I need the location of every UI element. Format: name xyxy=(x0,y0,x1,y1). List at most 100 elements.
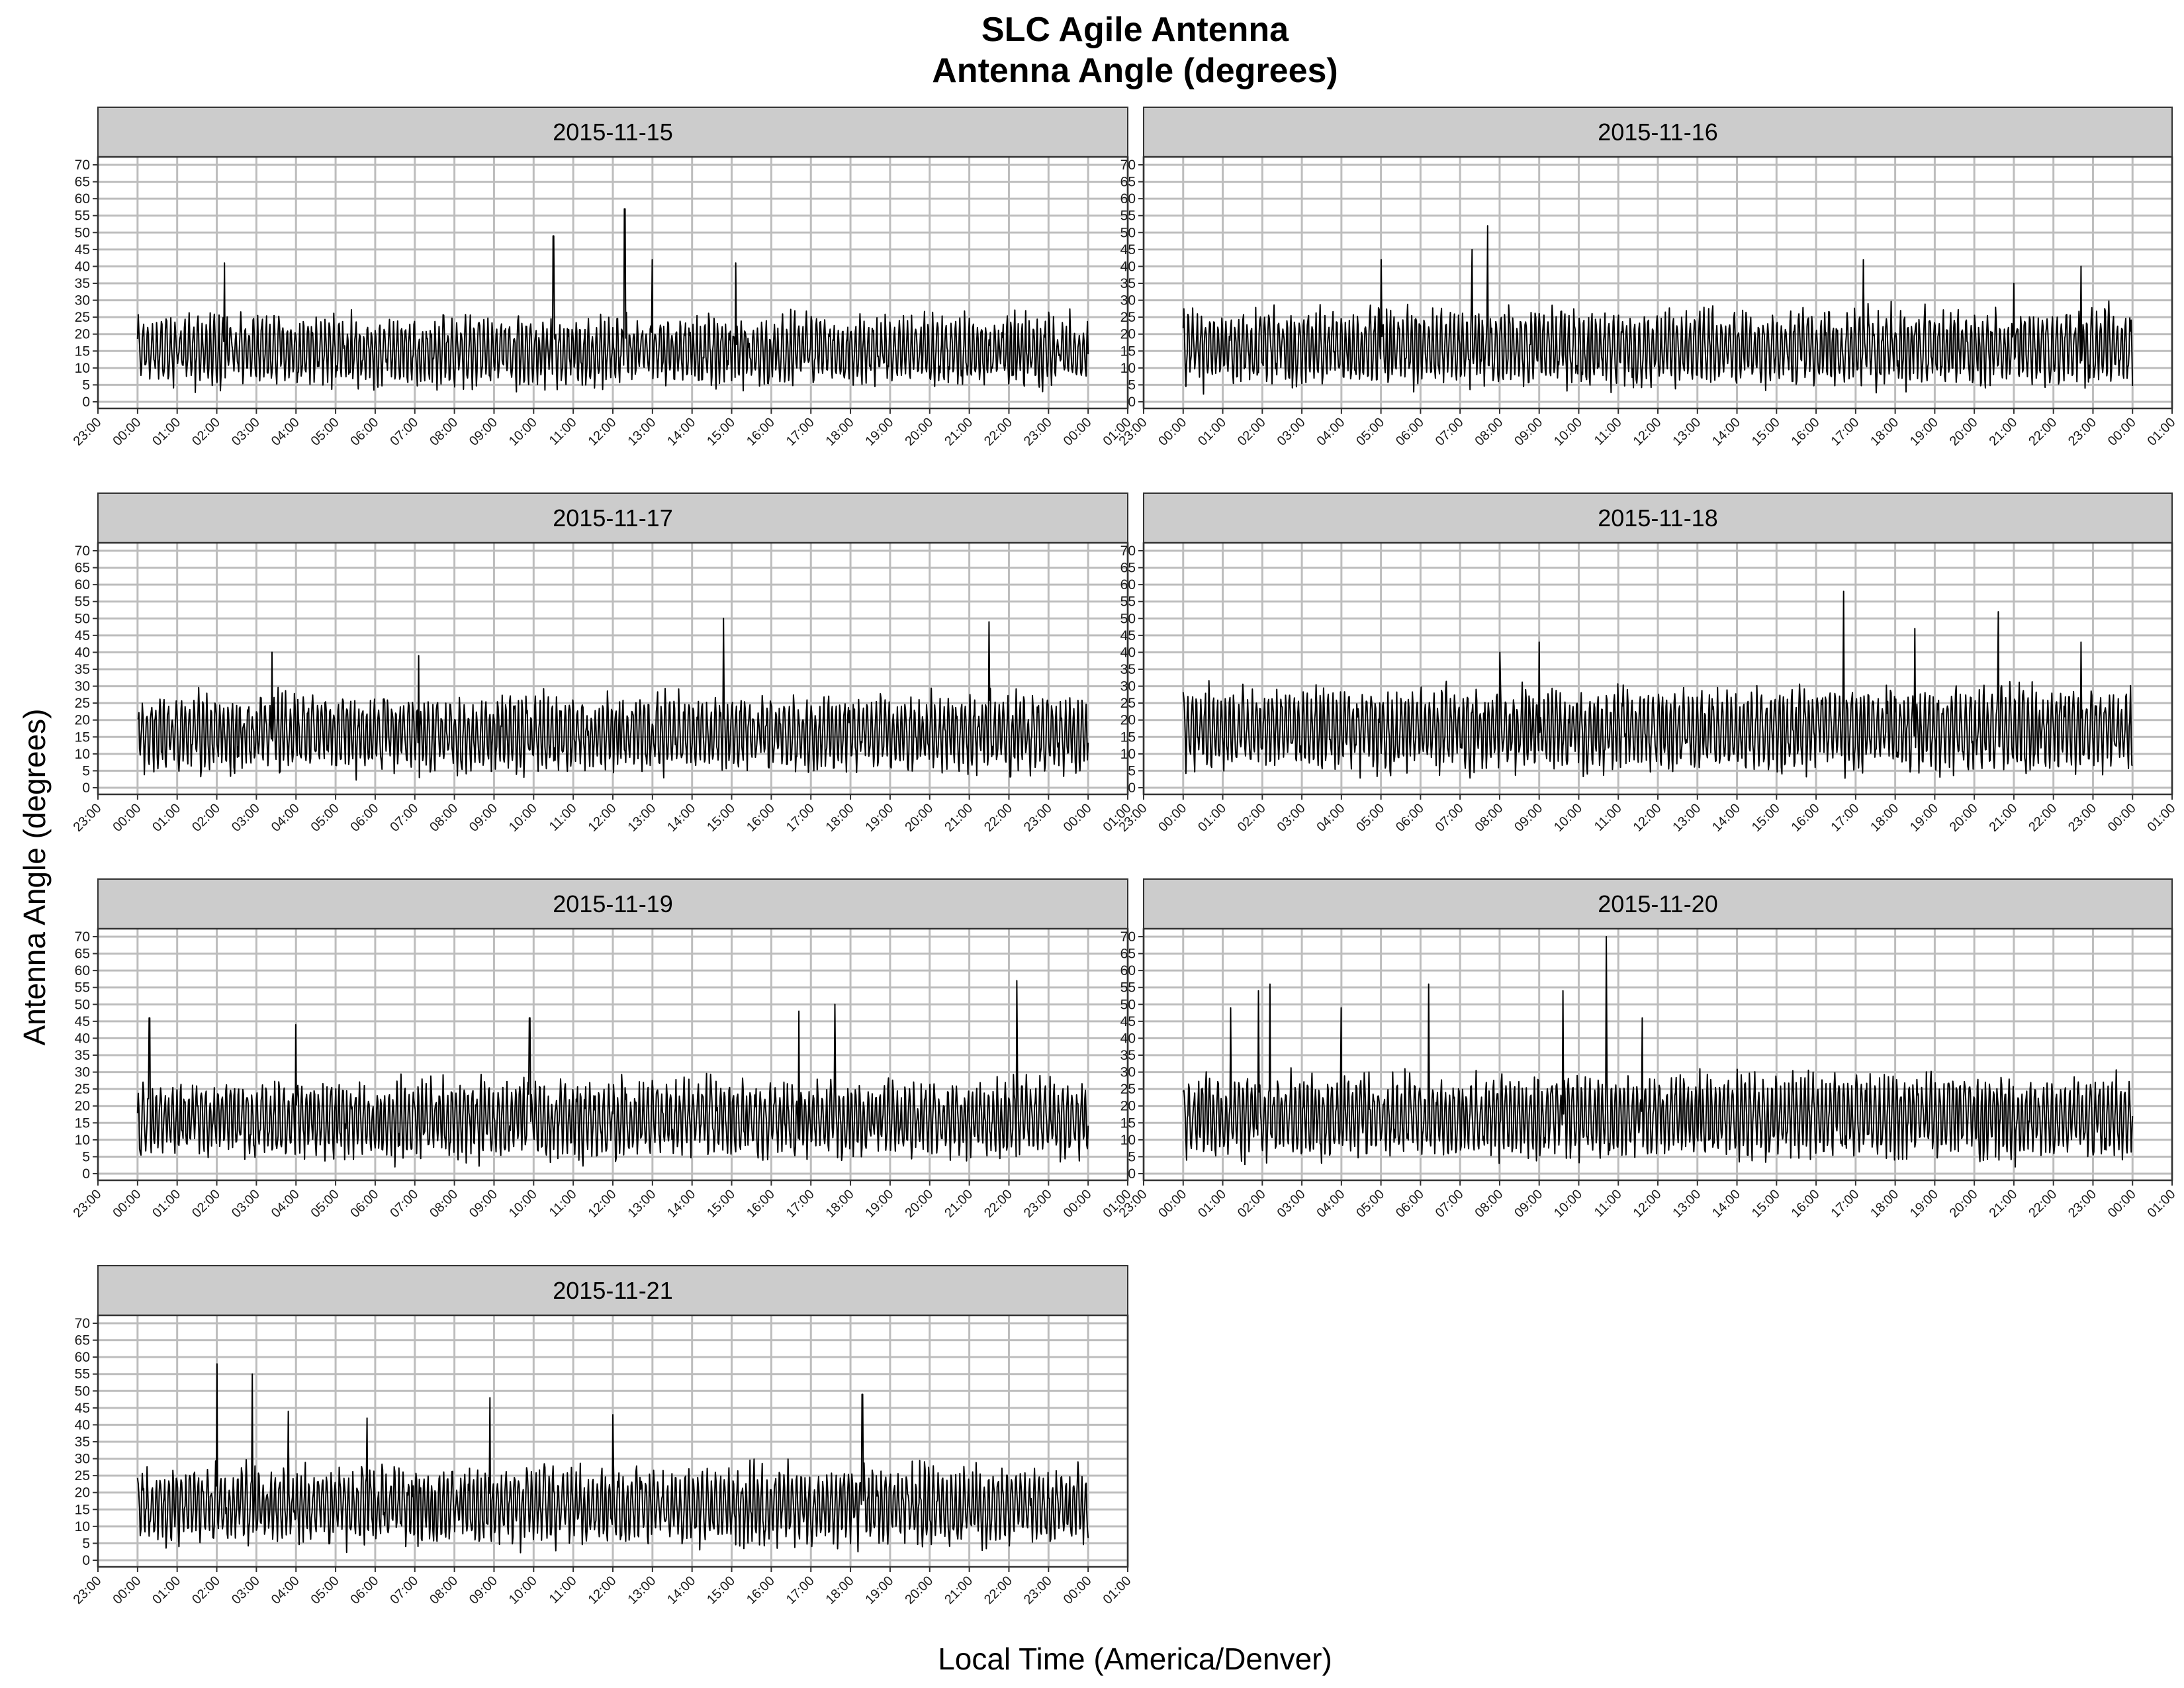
x-tick-label: 22:00 xyxy=(981,415,1015,449)
x-tick-label: 00:00 xyxy=(1156,1187,1189,1221)
y-tick-label: 60 xyxy=(75,1350,90,1365)
x-tick-label: 21:00 xyxy=(942,1573,976,1607)
y-tick-label: 15 xyxy=(1120,1115,1136,1131)
x-tick-label: 19:00 xyxy=(1907,415,1941,449)
y-tick-label: 40 xyxy=(75,259,90,274)
y-tick-label: 35 xyxy=(75,662,90,677)
x-tick-label: 22:00 xyxy=(981,1573,1015,1607)
x-tick-label: 21:00 xyxy=(1987,415,2021,449)
y-tick-label: 20 xyxy=(1120,327,1136,342)
x-tick-label: 14:00 xyxy=(664,1187,698,1221)
panel-border xyxy=(97,156,1129,410)
y-tick-label: 70 xyxy=(75,543,90,559)
y-tick-label: 30 xyxy=(75,1452,90,1467)
x-tick-label: 16:00 xyxy=(1789,1187,1823,1221)
x-tick-label: 02:00 xyxy=(1235,415,1269,449)
x-tick-label: 18:00 xyxy=(823,1187,857,1221)
x-tick-label: 20:00 xyxy=(902,415,936,449)
x-tick-label: 01:00 xyxy=(1101,1573,1134,1607)
x-tick-label: 03:00 xyxy=(229,801,263,835)
y-tick-label: 70 xyxy=(75,929,90,945)
x-tick-label: 22:00 xyxy=(2026,1187,2060,1221)
x-tick-label: 15:00 xyxy=(1749,1187,1783,1221)
y-tick-label: 5 xyxy=(1128,1149,1136,1164)
panel-border xyxy=(1142,156,2173,410)
x-tick-label: 05:00 xyxy=(308,801,342,835)
facet-strip xyxy=(97,1265,1128,1316)
y-tick-label: 70 xyxy=(75,158,90,173)
y-tick-label: 30 xyxy=(75,1065,90,1080)
panel-border xyxy=(97,541,1129,796)
x-tick-label: 05:00 xyxy=(1353,415,1387,449)
y-tick-label: 15 xyxy=(1120,729,1136,745)
y-tick-label: 65 xyxy=(1120,947,1136,962)
x-tick-label: 16:00 xyxy=(1789,415,1823,449)
x-tick-label: 00:00 xyxy=(2105,415,2139,449)
x-tick-label: 21:00 xyxy=(942,1187,976,1221)
x-tick-label: 02:00 xyxy=(189,1573,223,1607)
x-tick-label: 02:00 xyxy=(1235,801,1269,835)
x-tick-label: 09:00 xyxy=(1512,415,1545,449)
x-tick-label: 00:00 xyxy=(1061,1573,1095,1607)
series-line xyxy=(136,980,1089,1168)
panel-border xyxy=(1142,541,2173,796)
series-line xyxy=(136,1363,1089,1554)
x-tick-label: 01:00 xyxy=(150,801,183,835)
x-tick-label: 10:00 xyxy=(1551,415,1585,449)
x-tick-label: 00:00 xyxy=(110,1187,144,1221)
y-tick-label: 60 xyxy=(1120,577,1136,592)
x-tick-label: 04:00 xyxy=(1314,415,1347,449)
x-tick-label: 09:00 xyxy=(467,415,500,449)
x-tick-label: 00:00 xyxy=(1156,415,1189,449)
x-tick-label: 00:00 xyxy=(2105,801,2139,835)
facet-strip xyxy=(97,107,1128,158)
x-tick-label: 13:00 xyxy=(625,1573,659,1607)
y-tick-label: 45 xyxy=(75,242,90,258)
x-tick-label: 12:00 xyxy=(1631,415,1664,449)
y-tick-label: 45 xyxy=(75,1401,90,1416)
x-tick-label: 04:00 xyxy=(1314,801,1347,835)
x-tick-label: 22:00 xyxy=(2026,801,2060,835)
x-tick-label: 15:00 xyxy=(704,1573,738,1607)
y-tick-label: 55 xyxy=(75,594,90,610)
y-tick-label: 0 xyxy=(82,395,90,410)
y-tick-label: 35 xyxy=(1120,1048,1136,1063)
y-tick-label: 20 xyxy=(75,327,90,342)
x-tick-label: 11:00 xyxy=(547,415,580,448)
y-tick-label: 5 xyxy=(82,763,90,778)
x-tick-label: 14:00 xyxy=(1709,801,1743,835)
x-tick-label: 20:00 xyxy=(1947,801,1981,835)
x-tick-label: 23:00 xyxy=(71,1187,105,1221)
x-tick-label: 08:00 xyxy=(427,415,461,449)
x-tick-label: 20:00 xyxy=(1947,415,1981,449)
x-tick-label: 00:00 xyxy=(1156,801,1189,835)
x-tick-label: 09:00 xyxy=(1512,1187,1545,1221)
x-tick-label: 07:00 xyxy=(387,415,421,449)
series-line xyxy=(1182,225,2134,395)
x-tick-label: 13:00 xyxy=(1670,801,1704,835)
y-axis-title: Antenna Angle (degrees) xyxy=(17,709,52,1046)
y-tick-label: 65 xyxy=(1120,175,1136,190)
y-tick-label: 45 xyxy=(1120,1014,1136,1029)
x-tick-label: 02:00 xyxy=(189,1187,223,1221)
chart-title: SLC Agile Antenna xyxy=(981,11,1289,49)
x-tick-label: 23:00 xyxy=(71,801,105,835)
y-tick-label: 55 xyxy=(75,209,90,224)
x-tick-label: 17:00 xyxy=(784,1187,817,1221)
x-tick-label: 20:00 xyxy=(1947,1187,1981,1221)
x-tick-label: 17:00 xyxy=(784,1573,817,1607)
x-tick-label: 19:00 xyxy=(1907,801,1941,835)
x-tick-label: 17:00 xyxy=(1828,1187,1862,1221)
x-tick-label: 00:00 xyxy=(1061,1187,1095,1221)
x-tick-label: 05:00 xyxy=(308,415,342,449)
x-tick-label: 04:00 xyxy=(269,415,302,449)
y-tick-label: 30 xyxy=(1120,1065,1136,1080)
x-tick-label: 05:00 xyxy=(308,1187,342,1221)
x-tick-label: 13:00 xyxy=(1670,415,1704,449)
y-tick-label: 25 xyxy=(75,696,90,711)
x-tick-label: 07:00 xyxy=(1433,415,1467,449)
x-tick-label: 22:00 xyxy=(981,1187,1015,1221)
y-tick-label: 0 xyxy=(82,780,90,796)
x-tick-label: 12:00 xyxy=(1631,801,1664,835)
y-tick-label: 30 xyxy=(75,293,90,308)
